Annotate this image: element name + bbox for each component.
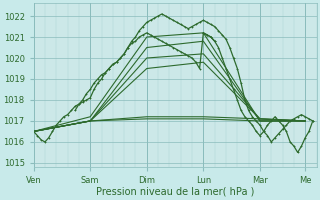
X-axis label: Pression niveau de la mer( hPa ): Pression niveau de la mer( hPa ) — [96, 187, 254, 197]
